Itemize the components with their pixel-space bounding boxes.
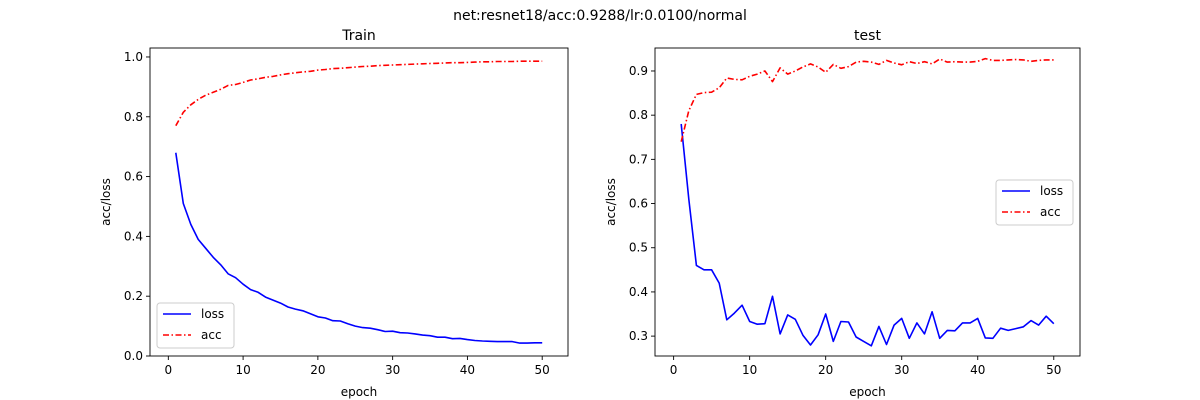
- legend: loss acc: [995, 179, 1074, 226]
- y-tick-label: 0.0: [124, 349, 143, 363]
- y-tick-label: 0.8: [124, 110, 143, 124]
- x-tick-label: 0: [164, 363, 172, 377]
- chart-title: test: [854, 28, 881, 44]
- series-line-acc: [680, 57, 1054, 142]
- axes-frame: [149, 47, 569, 357]
- x-tick-label: 0: [670, 363, 678, 377]
- legend-label-loss: loss: [201, 307, 224, 321]
- test-panel: 0 10 20 30 40 50 0.3 0.4 0.5 0.6 0.7 0.8 0.9 test epoc…: [604, 28, 1081, 399]
- y-tick-label: 0.4: [124, 229, 143, 243]
- x-axis-label: epoch: [341, 385, 378, 399]
- x-tick-label: 10: [235, 363, 250, 377]
- x-tick-label: 30: [385, 363, 400, 377]
- y-axis-label: acc/loss: [604, 178, 618, 226]
- x-tick-label: 30: [894, 363, 909, 377]
- chart-title: Train: [341, 28, 376, 44]
- y-tick-label: 0.7: [629, 152, 648, 166]
- x-tick-label: 10: [742, 363, 757, 377]
- y-tick-label: 0.8: [629, 108, 648, 122]
- figure-title: net:resnet18/acc:0.9288/lr:0.0100/normal: [453, 8, 747, 24]
- x-tick-label: 40: [460, 363, 475, 377]
- legend-label-acc: acc: [201, 328, 222, 342]
- series-line-loss: [680, 123, 1055, 347]
- legend-label-loss: loss: [1040, 184, 1063, 198]
- x-tick-label: 40: [970, 363, 985, 377]
- y-tick-label: 0.3: [629, 329, 648, 343]
- legend: loss acc: [156, 302, 235, 349]
- x-tick-label: 50: [1046, 363, 1061, 377]
- y-tick-label: 0.4: [629, 285, 648, 299]
- x-tick-label: 50: [535, 363, 550, 377]
- axes-frame: [654, 47, 1081, 357]
- y-tick-label: 0.5: [629, 241, 648, 255]
- y-tick-label: 1.0: [124, 50, 143, 64]
- x-tick-label: 20: [310, 363, 325, 377]
- train-panel: 0 10 20 30 40 50 0.0 0.2 0.4 0.6 0.8 1.0 Train epoch a…: [99, 28, 569, 399]
- y-tick-label: 0.9: [629, 64, 648, 78]
- series-line-acc: [175, 60, 543, 127]
- y-tick-label: 0.6: [629, 197, 648, 211]
- y-tick-label: 0.6: [124, 170, 143, 184]
- legend-label-acc: acc: [1040, 205, 1061, 219]
- y-tick-label: 0.2: [124, 289, 143, 303]
- y-axis-label: acc/loss: [99, 178, 113, 226]
- series-line-loss: [175, 152, 543, 344]
- x-tick-label: 20: [818, 363, 833, 377]
- x-axis-label: epoch: [849, 385, 886, 399]
